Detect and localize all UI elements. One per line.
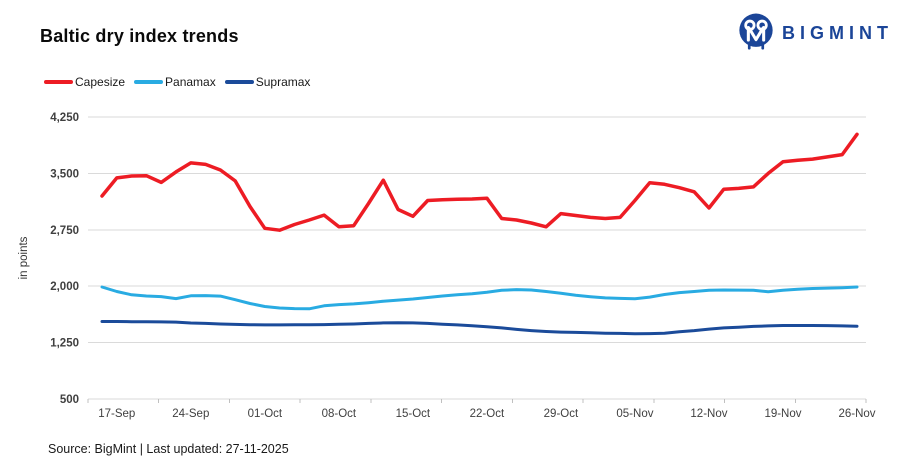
- page-title: Baltic dry index trends: [40, 26, 239, 46]
- x-axis-tick-label: 12-Nov: [690, 408, 727, 420]
- legend-item-panamax: Panamax: [134, 76, 216, 88]
- legend-label-panamax: Panamax: [165, 75, 216, 89]
- x-axis-tick-label: 29-Oct: [544, 408, 579, 420]
- legend-item-supramax: Supramax: [224, 75, 311, 89]
- x-axis-tick-label: 24-Sep: [172, 408, 209, 420]
- bigmint-logo: BIGMINT: [738, 12, 893, 52]
- legend-swatch-panamax: [134, 80, 164, 84]
- series-line-supramax: [100, 320, 859, 336]
- y-axis-tick-label: 4,250: [50, 112, 79, 124]
- x-axis-tick-label: 05-Nov: [616, 408, 653, 420]
- source-note: Source: BigMint | Last updated: 27-11-20…: [48, 442, 289, 456]
- y-axis-tick-label: 2,750: [50, 225, 79, 237]
- y-axis-tick-label: 500: [60, 394, 79, 406]
- x-axis-tick-label: 17-Sep: [98, 408, 135, 420]
- series-line-panamax: [100, 285, 859, 311]
- y-axis-tick-label: 1,250: [50, 338, 79, 350]
- legend-label-capesize: Capesize: [75, 75, 126, 89]
- legend-swatch-supramax: [224, 80, 254, 84]
- legend-label-supramax: Supramax: [255, 75, 311, 89]
- legend-swatch-capesize: [44, 80, 73, 84]
- x-axis-tick-label: 22-Oct: [470, 408, 505, 420]
- y-axis-tick-label: 3,500: [50, 168, 79, 180]
- x-axis-tick-label: 01-Oct: [248, 408, 283, 420]
- x-axis-tick-label: 15-Oct: [396, 408, 431, 420]
- x-axis-tick-label: 26-Nov: [838, 408, 875, 420]
- chart-legend: Capesize Panamax Supramax: [44, 76, 310, 88]
- y-axis-title: in points: [18, 236, 30, 279]
- y-axis-tick-label: 2,000: [50, 281, 79, 293]
- brand-name: BIGMINT: [782, 22, 893, 43]
- x-axis-tick-label: 08-Oct: [322, 408, 357, 420]
- series-line-capesize: [100, 132, 859, 232]
- bigmint-logo-icon: [739, 13, 773, 50]
- legend-item-capesize: Capesize: [44, 76, 125, 88]
- x-axis-tick-label: 19-Nov: [764, 408, 801, 420]
